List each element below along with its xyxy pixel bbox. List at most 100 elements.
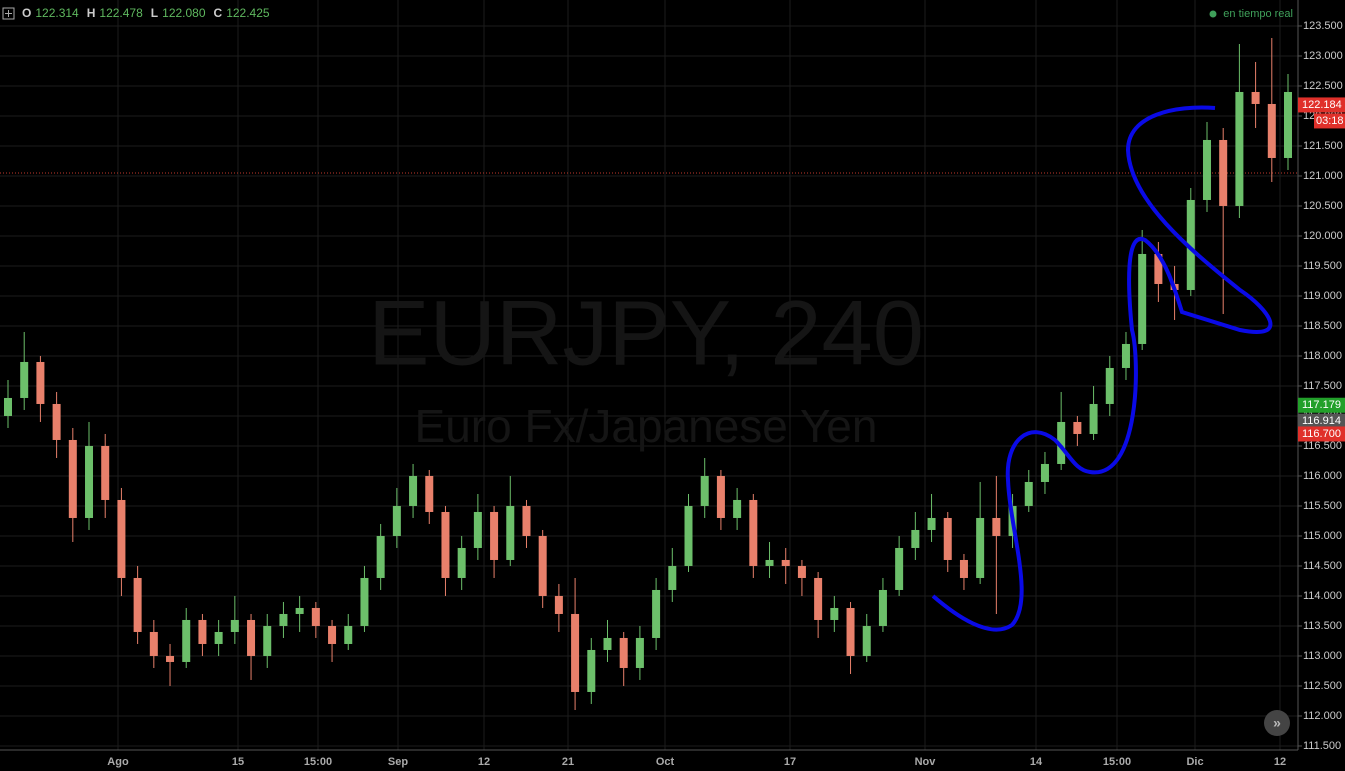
price-tag-label: 116.914 [1302, 415, 1341, 427]
ohlc-name: L [151, 6, 158, 20]
candle-body [1040, 463, 1049, 482]
candle-body [619, 637, 628, 668]
y-tick-label: 115.500 [1303, 500, 1342, 512]
candle-body [230, 619, 239, 632]
candle-body [247, 619, 256, 656]
candle-body [976, 517, 985, 578]
candle-body [635, 637, 644, 668]
candle-body [473, 511, 482, 548]
candle-body [311, 607, 320, 626]
candle-body [1284, 91, 1292, 158]
candle-body [4, 397, 12, 416]
y-tick-label: 111.500 [1303, 740, 1341, 752]
x-tick-label: 15:00 [1103, 756, 1131, 768]
candles [4, 37, 1292, 710]
x-tick-label: 15 [232, 756, 244, 768]
candle-body [522, 505, 531, 536]
ohlc-name: C [214, 6, 223, 20]
y-tick-label: 121.500 [1303, 140, 1343, 152]
ohlc-name: H [87, 6, 96, 20]
ohlc-name: O [22, 6, 31, 20]
x-tick-label: 17 [784, 756, 796, 768]
price-tag [1298, 413, 1345, 429]
candle-body [878, 589, 887, 626]
y-tick-label: 120.000 [1303, 230, 1343, 242]
y-tick-label: 120.500 [1303, 200, 1343, 212]
candle-body [279, 613, 288, 626]
candle-body [295, 607, 304, 614]
y-tick-label: 112.000 [1303, 710, 1342, 722]
x-tick-label: Oct [656, 756, 675, 768]
candle-body [668, 565, 677, 590]
ohlc-value: 122.478 [99, 6, 143, 20]
candle-body [895, 547, 904, 590]
candle-body [490, 511, 499, 560]
countdown: 03:18 [1316, 115, 1344, 127]
y-tick-label: 122.500 [1303, 80, 1343, 92]
candle-body [457, 547, 466, 578]
y-tick-label: 123.500 [1303, 20, 1343, 32]
candle-body [814, 577, 823, 620]
candle-body [392, 505, 401, 536]
price-tag [1298, 426, 1345, 442]
candle-body [603, 637, 612, 650]
candle-body [700, 475, 709, 506]
watermark-description: Euro Fx/Japanese Yen [415, 400, 878, 452]
x-tick-label: Dic [1186, 756, 1203, 768]
candle-body [943, 517, 952, 560]
y-tick-label: 113.000 [1303, 650, 1342, 662]
x-tick-label: 21 [562, 756, 574, 768]
candle-body [52, 403, 61, 440]
y-tick-label: 114.000 [1303, 590, 1342, 602]
candle-body [1073, 421, 1082, 434]
scroll-button[interactable] [1264, 710, 1290, 736]
candle-body [927, 517, 936, 530]
candle-body [716, 475, 725, 518]
x-tick-label: 12 [1274, 756, 1286, 768]
candle-body [214, 631, 223, 644]
candle-body [263, 625, 272, 656]
x-tick-label: Ago [107, 756, 129, 768]
candle-body [765, 559, 774, 566]
candle-body [733, 499, 742, 518]
y-tick-label: 115.000 [1303, 530, 1342, 542]
candle-body [652, 589, 661, 638]
candle-body [749, 499, 758, 566]
candle-body [1202, 139, 1211, 200]
drawing [931, 105, 1273, 632]
y-tick-label: 116.500 [1303, 440, 1342, 452]
price-tag [1298, 97, 1345, 113]
candle-body [1057, 421, 1066, 464]
candle-body [1121, 343, 1130, 368]
candle-body [68, 439, 77, 518]
y-tick-label: 123.000 [1303, 50, 1343, 62]
candle-body [198, 619, 207, 644]
candle-body [133, 577, 142, 632]
expand-icon[interactable] [2, 7, 15, 20]
candle-body [20, 361, 29, 398]
ohlc-value: 122.314 [35, 6, 79, 20]
candle-body [344, 625, 353, 644]
watermark-symbol: EURJPY, 240 [368, 282, 924, 384]
candle-body [117, 499, 126, 578]
candle-body [328, 625, 337, 644]
candle-body [376, 535, 385, 578]
candle-body [830, 607, 839, 620]
candle-body [911, 529, 920, 548]
x-tick-label: 14 [1030, 756, 1043, 768]
y-tick-label: 117.500 [1303, 380, 1342, 392]
candle-body [862, 625, 871, 656]
candle-body [182, 619, 191, 662]
y-tick-label: 112.500 [1303, 680, 1342, 692]
candle-body [1267, 103, 1276, 158]
candle-body [587, 649, 596, 692]
candle-body [992, 517, 1001, 536]
status-dot [1209, 10, 1217, 18]
price-axis [1298, 0, 1345, 771]
candle-body [360, 577, 369, 626]
y-tick-label: 119.500 [1303, 260, 1342, 272]
y-tick-label: 118.500 [1303, 320, 1342, 332]
candle-body [1089, 403, 1098, 434]
candle-body [36, 361, 45, 404]
x-tick-label: Sep [388, 756, 408, 768]
